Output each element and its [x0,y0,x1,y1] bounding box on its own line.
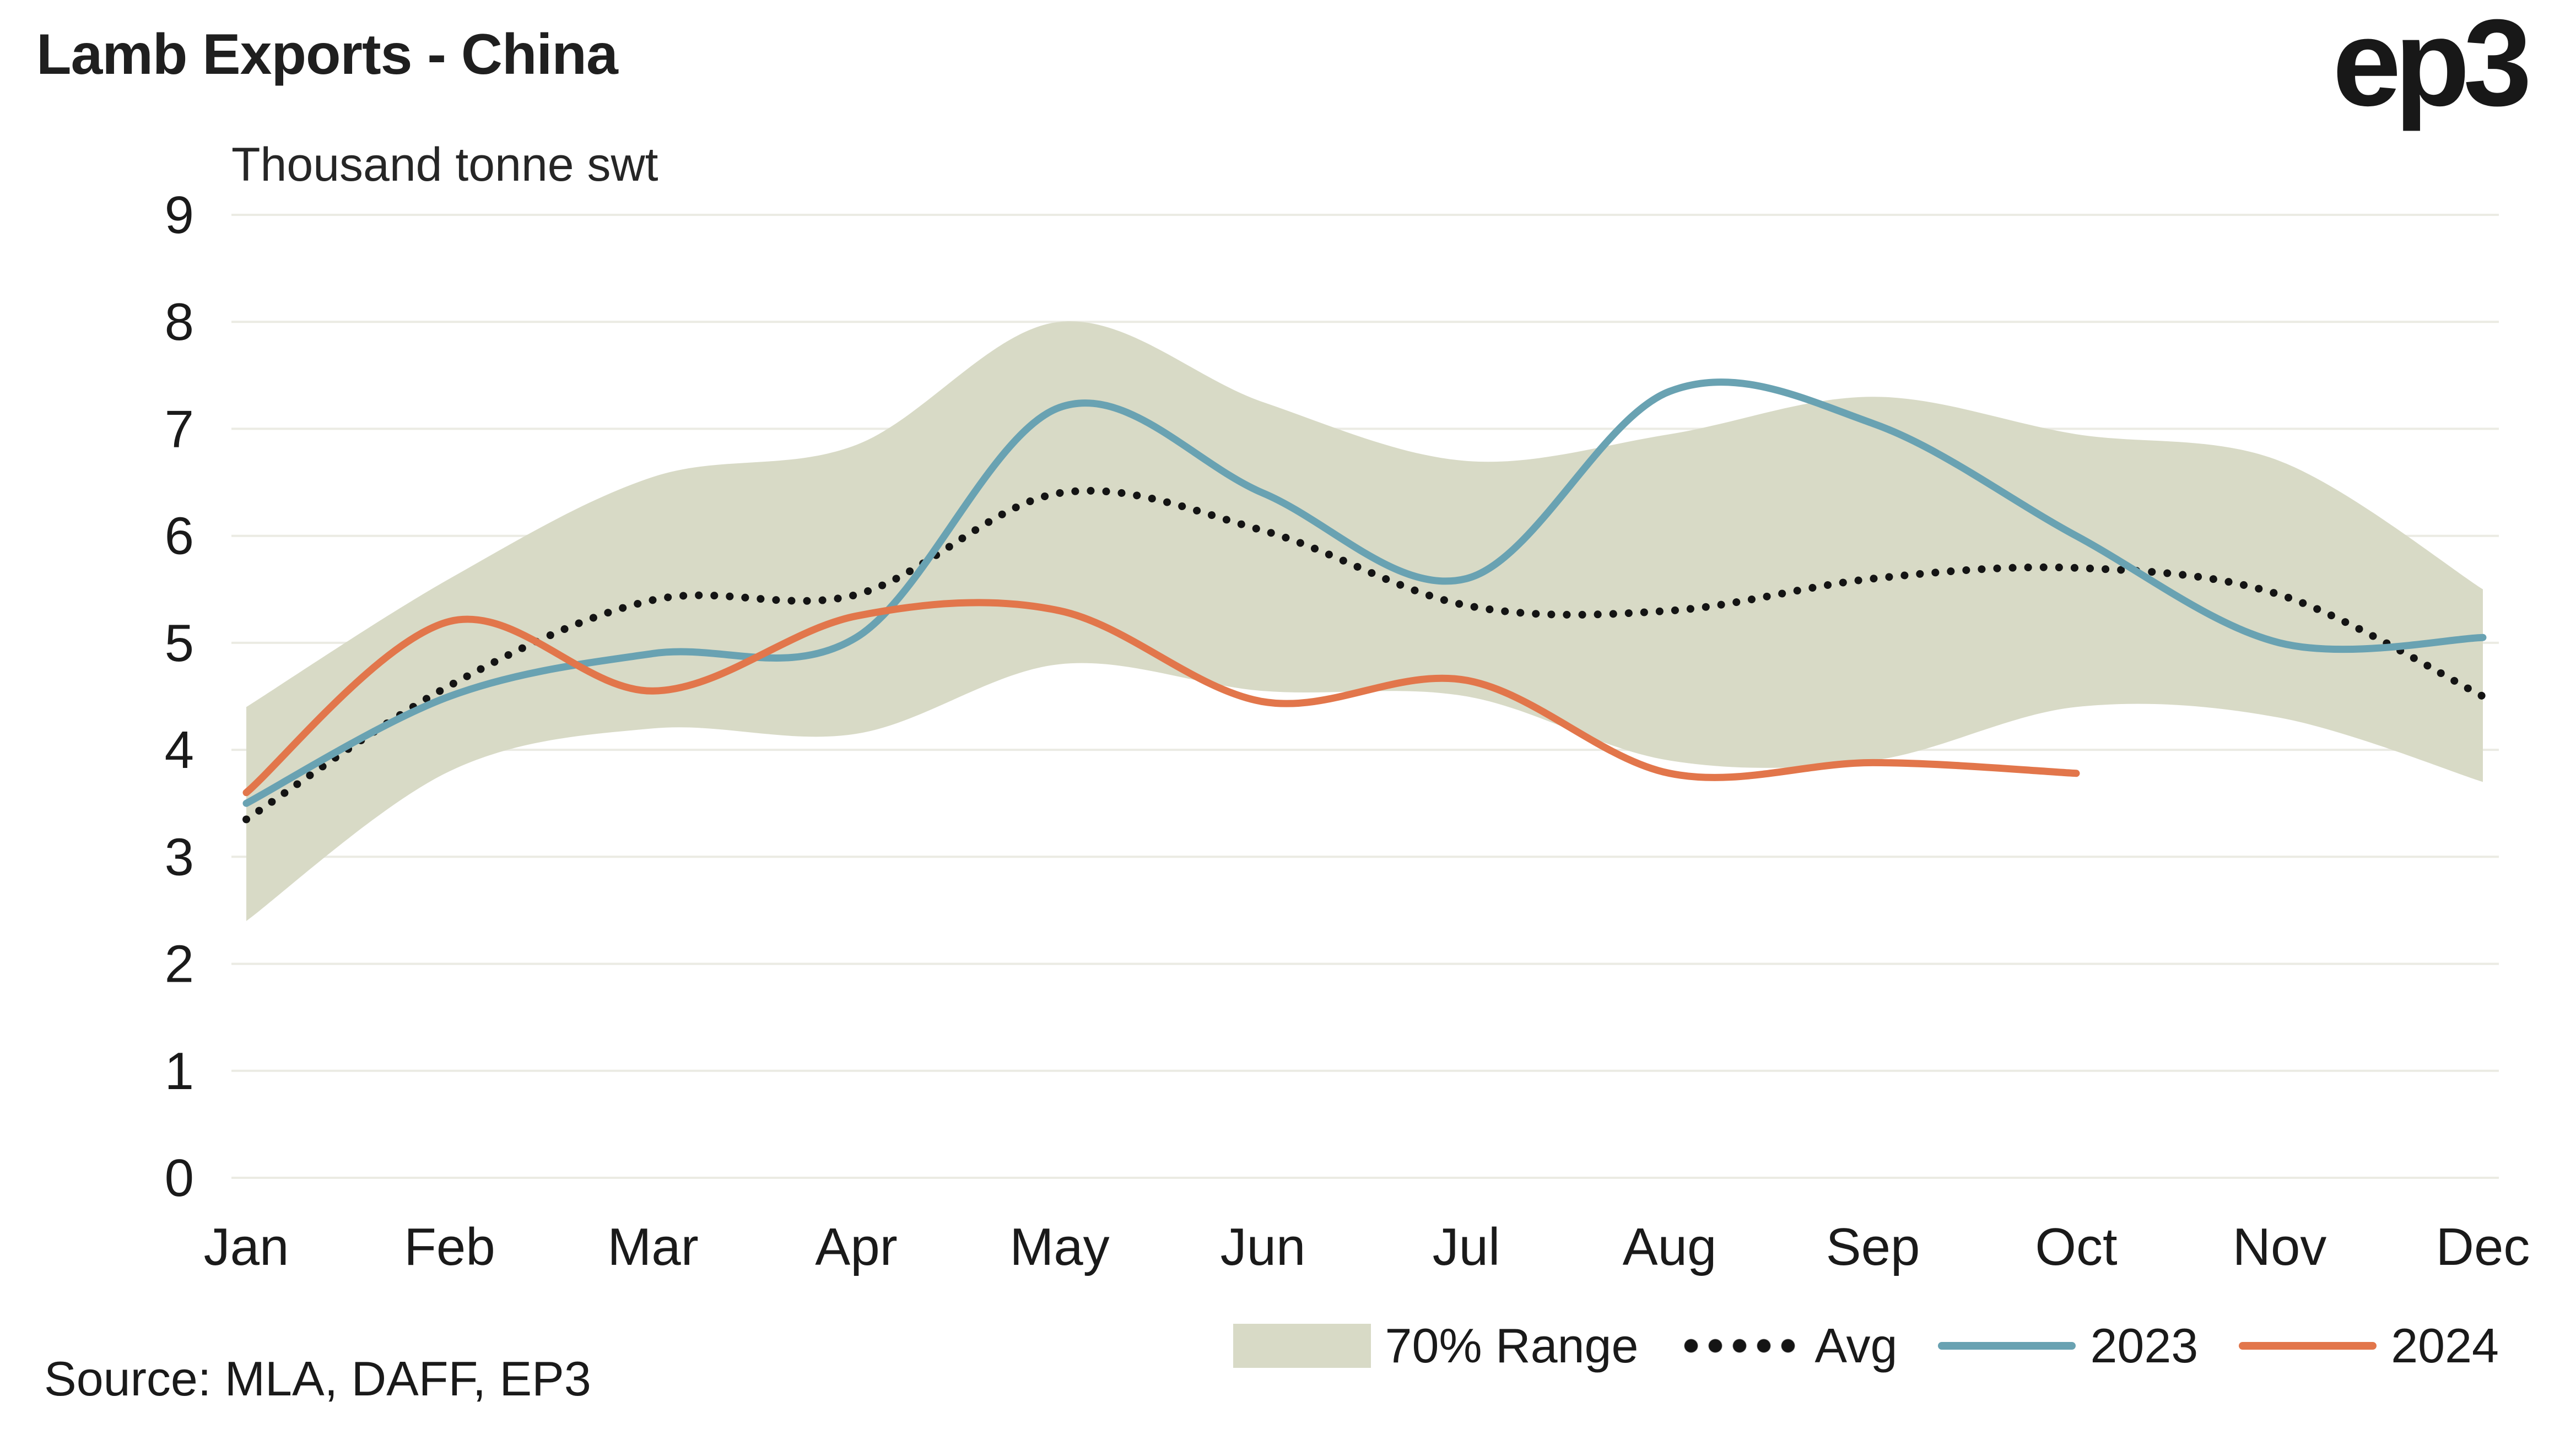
y-tick-label-2: 2 [165,935,194,994]
x-tick-label-mar: Mar [607,1217,698,1276]
x-tick-label-nov: Nov [2233,1217,2327,1276]
series-line-2024 [242,599,2080,797]
x-tick-label-aug: Aug [1623,1217,1717,1276]
legend-item-avg: Avg [1679,1318,1897,1374]
x-tick-label-apr: Apr [815,1217,897,1276]
legend-swatch-2023 [1938,1342,2076,1350]
x-tick-label-jun: Jun [1221,1217,1306,1276]
y-tick-label-0: 0 [165,1149,194,1208]
x-tick-label-may: May [1009,1217,1109,1276]
y-tick-label-8: 8 [165,293,194,351]
dotted-line-swatch-icon [1679,1339,1801,1353]
legend-label-2023: 2023 [2090,1318,2199,1373]
chart-legend: 70% Range Avg 2023 2024 [1233,1318,2499,1374]
legend-swatch-2024 [2239,1342,2377,1350]
y-tick-label-7: 7 [165,399,194,458]
x-tick-label-feb: Feb [404,1217,495,1276]
gridlines [231,214,2499,1179]
x-tick-label-dec: Dec [2436,1217,2530,1276]
ep3-logo: ep3 [2332,0,2532,132]
legend-label-2024: 2024 [2391,1318,2499,1373]
series-line-2023 [242,378,2487,807]
y-tick-label-3: 3 [165,827,194,886]
range-band-swatch-icon [1233,1324,1371,1368]
series-line-avg [242,486,2487,824]
source-note: Source: MLA, DAFF, EP3 [44,1351,591,1406]
y-tick-label-5: 5 [165,614,194,673]
legend-label-avg: Avg [1814,1318,1898,1373]
x-tick-label-jul: Jul [1433,1217,1500,1276]
legend-item-2023: 2023 [1938,1318,2198,1374]
y-axis-labels: 0 1 2 3 4 5 6 7 8 9 [165,186,194,1208]
x-tick-label-oct: Oct [2035,1217,2117,1276]
chart-title: Lamb Exports - China [36,23,618,86]
y-axis-unit-label: Thousand tonne swt [231,138,658,191]
x-tick-label-sep: Sep [1826,1217,1920,1276]
band-70-range [246,321,2483,921]
y-tick-label-1: 1 [165,1042,194,1101]
y-tick-label-6: 6 [165,507,194,566]
legend-item-range: 70% Range [1233,1318,1639,1374]
x-axis-labels: Jan Feb Mar Apr May Jun Jul Aug Sep Oct Nov Dec [204,1217,2530,1276]
x-tick-label-jan: Jan [204,1217,289,1276]
y-tick-label-9: 9 [165,186,194,245]
legend-item-2024: 2024 [2239,1318,2499,1374]
legend-label-range: 70% Range [1385,1318,1639,1373]
y-tick-label-4: 4 [165,721,194,780]
